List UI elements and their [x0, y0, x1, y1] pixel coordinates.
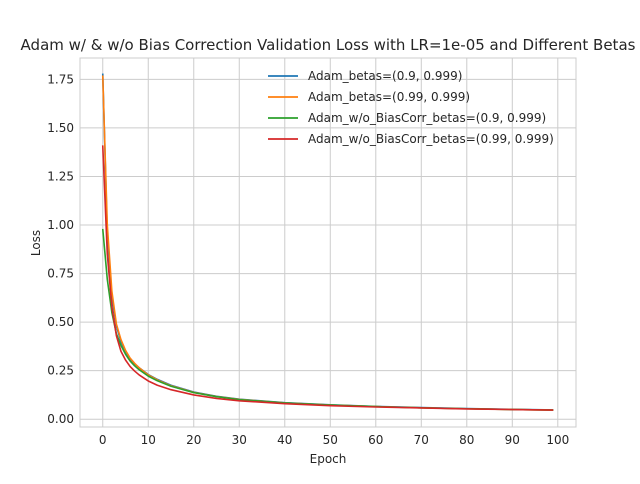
y-tick-label: 0.50 — [47, 315, 74, 329]
x-tick-label: 70 — [414, 433, 429, 447]
y-tick-label: 0.00 — [47, 412, 74, 426]
legend: Adam_betas=(0.9, 0.999) Adam_betas=(0.99,… — [268, 69, 554, 146]
y-tick-label: 1.25 — [47, 169, 74, 183]
y-tick-label: 0.75 — [47, 267, 74, 281]
legend-entry-label: Adam_betas=(0.99, 0.999) — [308, 90, 470, 104]
x-tick-label: 90 — [505, 433, 520, 447]
x-tick-label: 80 — [459, 433, 474, 447]
x-axis-label: Epoch — [310, 452, 347, 466]
plot-frame — [79, 57, 577, 428]
y-tick-label: 1.75 — [47, 72, 74, 86]
x-tick-label: 60 — [368, 433, 383, 447]
x-tick-label: 30 — [232, 433, 247, 447]
series-line-3 — [101, 228, 554, 411]
grid — [80, 58, 576, 427]
legend-entry-label: Adam_betas=(0.9, 0.999) — [308, 69, 462, 83]
y-tick-label: 1.50 — [47, 121, 74, 135]
series-line-4 — [101, 145, 554, 411]
x-tick-label: 50 — [323, 433, 338, 447]
series-lines — [101, 73, 554, 411]
x-tick-label: 40 — [277, 433, 292, 447]
x-tick-label: 10 — [141, 433, 156, 447]
legend-entry-label: Adam_w/o_BiasCorr_betas=(0.99, 0.999) — [308, 132, 554, 146]
x-tick-label: 0 — [99, 433, 107, 447]
axis-ticks: 0 10 20 30 40 50 60 70 80 90 100 0.00 0.25 0.50 0.75 1.… — [47, 72, 569, 447]
series-line-2 — [101, 75, 554, 411]
x-tick-label: 20 — [186, 433, 201, 447]
y-tick-label: 0.25 — [47, 364, 74, 378]
x-tick-label: 100 — [546, 433, 569, 447]
y-axis-label: Loss — [29, 230, 43, 256]
chart-title: Adam w/ & w/o Bias Correction Validation… — [21, 36, 636, 54]
y-tick-label: 1.00 — [47, 218, 74, 232]
legend-entry-label: Adam_w/o_BiasCorr_betas=(0.9, 0.999) — [308, 111, 546, 125]
